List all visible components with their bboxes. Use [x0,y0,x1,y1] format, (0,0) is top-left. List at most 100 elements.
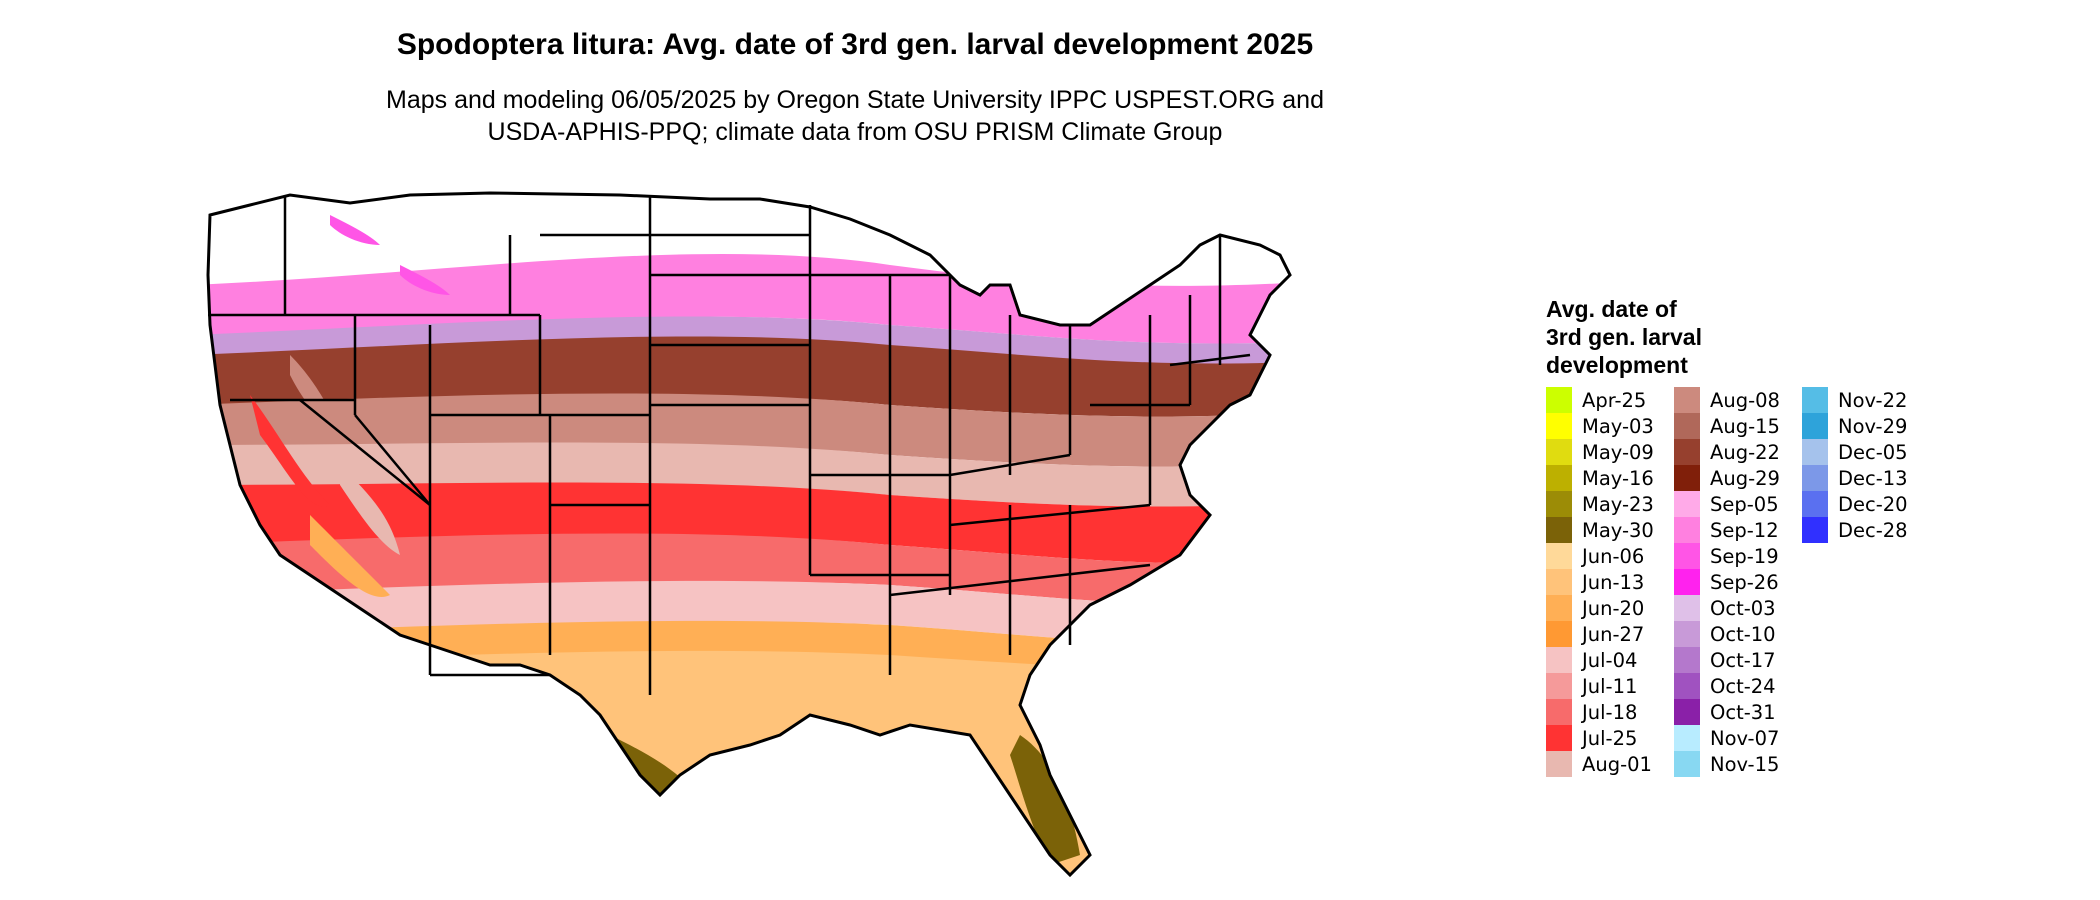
legend-swatch [1546,569,1572,595]
legend-item: Sep-26 [1674,569,1779,595]
legend-item: Dec-05 [1802,439,1908,465]
legend-label: May-03 [1582,414,1654,438]
legend-title-line: 3rd gen. larval [1546,324,1702,350]
legend-item: Jun-06 [1546,543,1644,569]
legend-item: Dec-13 [1802,465,1908,491]
legend-swatch [1674,387,1700,413]
legend-item: Dec-28 [1802,517,1908,543]
legend-label: Jun-06 [1582,544,1645,568]
legend-label: Sep-19 [1710,544,1779,568]
legend-label: Jul-11 [1582,674,1638,698]
legend-swatch [1674,491,1700,517]
legend-label: Jun-13 [1582,570,1645,594]
legend-swatch [1546,413,1572,439]
legend-item: Jun-20 [1546,595,1644,621]
legend-item: May-09 [1546,439,1654,465]
legend-swatch [1546,595,1572,621]
legend-swatch [1674,543,1700,569]
legend-swatch [1546,491,1572,517]
legend-label: Oct-31 [1710,700,1776,724]
legend-swatch [1802,465,1828,491]
legend-item: Sep-12 [1674,517,1779,543]
legend-swatch [1802,439,1828,465]
legend-label: Aug-08 [1710,388,1780,412]
legend-swatch [1546,673,1572,699]
legend-item: Jul-18 [1546,699,1637,725]
legend-swatch [1546,751,1572,777]
legend-item: May-16 [1546,465,1654,491]
legend-label: Dec-05 [1838,440,1908,464]
legend-swatch [1802,491,1828,517]
legend-item: Sep-05 [1674,491,1779,517]
legend-item: Jun-13 [1546,569,1644,595]
legend-label: Oct-24 [1710,674,1776,698]
legend-swatch [1802,413,1828,439]
legend-label: Jul-04 [1582,648,1638,672]
map-subtitle: Maps and modeling 06/05/2025 by Oregon S… [0,84,1710,148]
legend-label: Dec-13 [1838,466,1908,490]
legend-label: Sep-05 [1710,492,1779,516]
subtitle-line-1: Maps and modeling 06/05/2025 by Oregon S… [386,86,1324,114]
legend-swatch [1674,751,1700,777]
legend-label: Dec-20 [1838,492,1908,516]
legend-swatch [1674,725,1700,751]
map-title: Spodoptera litura: Avg. date of 3rd gen.… [396,28,1314,61]
legend-label: Nov-15 [1710,752,1780,776]
legend-swatch [1546,439,1572,465]
legend-item: Sep-19 [1674,543,1779,569]
legend-item: Nov-15 [1674,751,1779,777]
legend-label: Nov-22 [1838,388,1908,412]
legend: Avg. date of 3rd gen. larval development… [1546,295,1908,777]
legend-label: Dec-28 [1838,518,1908,542]
legend-title-line: development [1546,352,1688,378]
legend-label: May-16 [1582,466,1654,490]
legend-label: Aug-01 [1582,752,1652,776]
legend-item: May-23 [1546,491,1654,517]
legend-label: Apr-25 [1582,388,1647,412]
legend-label: Nov-07 [1710,726,1780,750]
legend-item: Jul-25 [1546,725,1637,751]
legend-swatch [1546,621,1572,647]
legend-item: Apr-25 [1546,387,1646,413]
legend-swatch [1674,465,1700,491]
legend-swatch [1674,517,1700,543]
legend-item: Jun-27 [1546,621,1644,647]
legend-title-line: Avg. date of [1546,296,1677,322]
legend-swatch [1674,647,1700,673]
legend-swatch [1546,517,1572,543]
legend-item: Aug-29 [1674,465,1780,491]
legend-swatch [1546,387,1572,413]
legend-swatch [1674,595,1700,621]
legend-label: Jun-27 [1582,622,1645,646]
legend-label: Aug-29 [1710,466,1780,490]
legend-item: Jul-04 [1546,647,1637,673]
legend-swatch [1546,699,1572,725]
legend-swatch [1674,699,1700,725]
legend-label: May-23 [1582,492,1654,516]
legend-item: Dec-20 [1802,491,1908,517]
us-map-svg [206,191,1292,878]
legend-item: Oct-17 [1674,647,1776,673]
state-borders [208,195,1251,695]
legend-label: Oct-17 [1710,648,1776,672]
legend-label: Jul-18 [1582,700,1638,724]
development-bands [208,193,1290,875]
legend-label: Oct-03 [1710,596,1776,620]
legend-item: Nov-22 [1802,387,1907,413]
subtitle-line-2: USDA-APHIS-PPQ; climate data from OSU PR… [487,118,1223,146]
legend-item: Oct-31 [1674,699,1776,725]
legend-title: Avg. date of 3rd gen. larval development [1546,295,1702,379]
legend-item: May-30 [1546,517,1654,543]
legend-label: Jul-25 [1582,726,1638,750]
legend-item: Nov-29 [1802,413,1907,439]
legend-label: Sep-12 [1710,518,1779,542]
legend-label: Nov-29 [1838,414,1908,438]
legend-swatch [1674,439,1700,465]
legend-swatch [1802,517,1828,543]
legend-label: Jun-20 [1582,596,1645,620]
legend-label: Aug-22 [1710,440,1780,464]
legend-item: Aug-08 [1674,387,1780,413]
legend-item: Nov-07 [1674,725,1779,751]
legend-item: Oct-03 [1674,595,1776,621]
legend-item: Aug-01 [1546,751,1652,777]
